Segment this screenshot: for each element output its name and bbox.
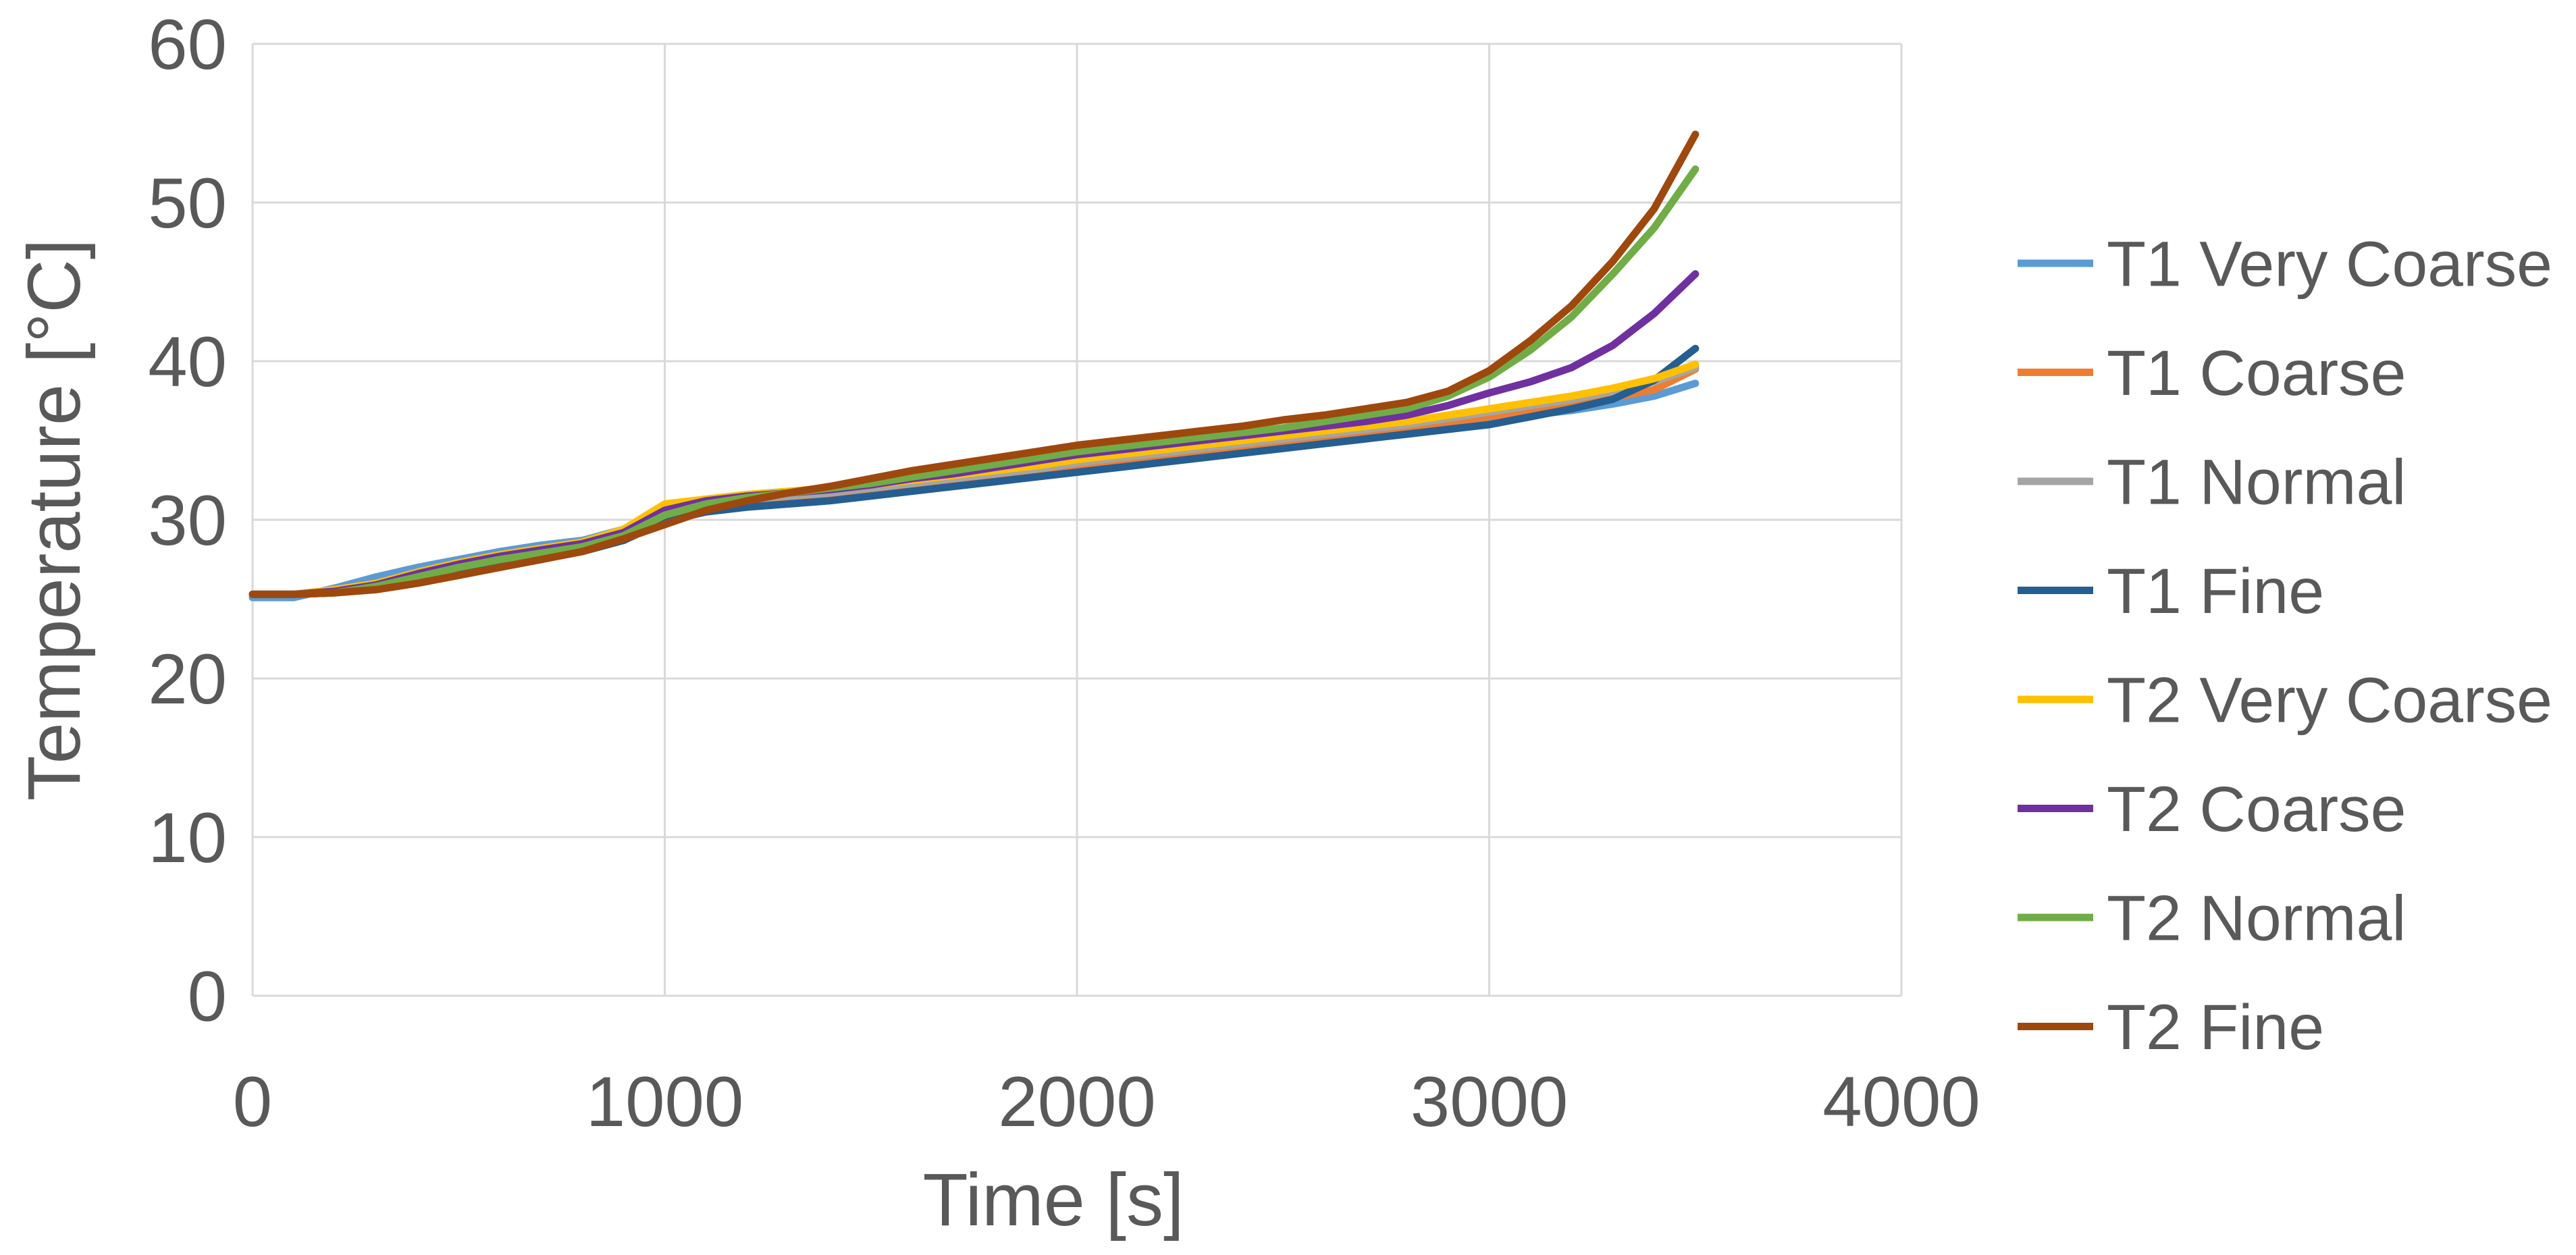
legend-item-t2-fine: T2 Fine (2018, 992, 2324, 1063)
gridlines (251, 43, 1903, 997)
y-tick-label: 0 (188, 957, 227, 1036)
legend-label-t2-fine: T2 Fine (2107, 992, 2324, 1063)
y-tick-label: 10 (148, 799, 227, 878)
x-tick-label: 3000 (1411, 1063, 1569, 1142)
legend-item-t1-fine: T1 Fine (2018, 556, 2324, 627)
x-tick-label: 1000 (586, 1063, 744, 1142)
legend-item-t2-normal: T2 Normal (2018, 882, 2406, 954)
y-tick-label: 40 (148, 323, 227, 402)
series-lines (248, 130, 1700, 602)
legend-item-t2-coarse: T2 Coarse (2018, 774, 2407, 845)
series-line-t2-coarse (248, 270, 1700, 598)
x-tick-label: 4000 (1822, 1063, 1980, 1142)
legend-label-t1-fine: T1 Fine (2107, 556, 2324, 627)
legend-item-t1-very-coarse: T1 Very Coarse (2018, 228, 2552, 300)
legend-item-t1-normal: T1 Normal (2018, 446, 2406, 518)
legend-label-t1-coarse: T1 Coarse (2107, 338, 2407, 409)
series-line-t2-normal (248, 165, 1700, 598)
legend-item-t2-very-coarse: T2 Very Coarse (2018, 664, 2552, 736)
y-axis-title: Temperature [°C] (13, 239, 96, 801)
legend: T1 Very Coarse T1 Coarse T1 Normal T1 Fine T… (2018, 228, 2552, 1063)
x-tick-label: 0 (233, 1063, 272, 1142)
x-tick-label: 2000 (998, 1063, 1156, 1142)
legend-label-t1-normal: T1 Normal (2107, 446, 2406, 518)
x-axis-title: Time [s] (922, 1158, 1184, 1241)
legend-item-t1-coarse: T1 Coarse (2018, 338, 2407, 409)
y-tick-label: 50 (148, 164, 227, 243)
series-line-t2-fine (248, 130, 1700, 598)
y-tick-label: 30 (148, 481, 227, 560)
tick-labels: 0 10 20 30 40 50 60 0 1000 2000 3000 4000 (148, 5, 1980, 1142)
legend-label-t2-very-coarse: T2 Very Coarse (2107, 664, 2552, 736)
y-tick-label: 20 (148, 640, 227, 719)
legend-label-t2-normal: T2 Normal (2107, 882, 2406, 954)
y-tick-label: 60 (148, 5, 227, 84)
legend-label-t1-very-coarse: T1 Very Coarse (2107, 228, 2552, 300)
legend-label-t2-coarse: T2 Coarse (2107, 774, 2407, 845)
